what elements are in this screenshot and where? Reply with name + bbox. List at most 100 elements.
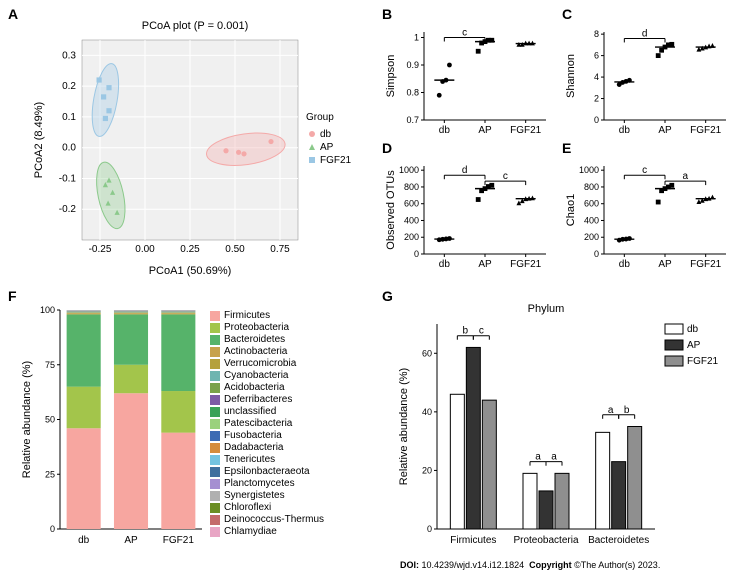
- legend-label: Bacteroidetes: [224, 334, 285, 345]
- legend-swatch: [210, 311, 220, 321]
- legend-item: Actinobacteria: [210, 346, 360, 357]
- panel-a: PCoA plot (P = 0.001) -0.250.000.250.500…: [28, 20, 368, 280]
- footer: DOI: 10.4239/wjd.v14.i12.1824 Copyright …: [400, 560, 660, 570]
- svg-text:Firmicutes: Firmicutes: [450, 535, 496, 546]
- legend-item: Bacteroidetes: [210, 334, 360, 345]
- svg-text:db: db: [320, 129, 332, 140]
- svg-text:1000: 1000: [399, 165, 419, 175]
- legend-swatch: [210, 455, 220, 465]
- legend-swatch: [210, 443, 220, 453]
- legend-label: Deinococcus-Thermus: [224, 514, 324, 525]
- svg-text:400: 400: [584, 215, 599, 225]
- svg-text:0.1: 0.1: [62, 112, 76, 123]
- doi-value: 10.4239/wjd.v14.i12.1824: [422, 560, 525, 570]
- svg-text:db: db: [687, 324, 699, 335]
- panel-a-svg: -0.250.000.250.500.75-0.2-0.10.00.10.20.…: [28, 32, 368, 280]
- svg-text:Proteobacteria: Proteobacteria: [513, 535, 578, 546]
- svg-text:b: b: [463, 326, 469, 337]
- svg-text:AP: AP: [658, 259, 672, 270]
- legend-label: Cyanobacteria: [224, 370, 288, 381]
- svg-text:AP: AP: [658, 125, 672, 136]
- panel-c-svg: 02468ShannondbAPFGF21d: [562, 14, 730, 142]
- legend-item: Epsilonbacteraeota: [210, 466, 360, 477]
- svg-text:FGF21: FGF21: [320, 155, 352, 166]
- svg-text:Simpson: Simpson: [385, 55, 397, 98]
- svg-text:a: a: [608, 405, 614, 416]
- legend-swatch: [210, 395, 220, 405]
- svg-text:AP: AP: [687, 340, 701, 351]
- svg-text:FGF21: FGF21: [163, 535, 195, 546]
- svg-text:c: c: [642, 165, 647, 176]
- svg-text:0.2: 0.2: [62, 81, 76, 92]
- svg-text:600: 600: [404, 199, 419, 209]
- svg-text:db: db: [439, 125, 451, 136]
- svg-text:0.8: 0.8: [406, 88, 419, 98]
- legend-swatch: [210, 503, 220, 513]
- panel-label-a: A: [8, 6, 18, 22]
- svg-text:200: 200: [404, 232, 419, 242]
- legend-label: Tenericutes: [224, 454, 275, 465]
- svg-text:FGF21: FGF21: [687, 356, 719, 367]
- svg-text:FGF21: FGF21: [510, 259, 542, 270]
- legend-item: Cyanobacteria: [210, 370, 360, 381]
- svg-text:db: db: [439, 259, 451, 270]
- panel-f-svg: 0255075100Relative abundance (%)dbAPFGF2…: [18, 300, 208, 555]
- svg-text:0.75: 0.75: [270, 244, 290, 255]
- svg-text:800: 800: [404, 182, 419, 192]
- svg-text:8: 8: [594, 29, 599, 39]
- svg-text:FGF21: FGF21: [690, 259, 722, 270]
- legend-label: Firmicutes: [224, 310, 270, 321]
- legend-label: Chloroflexi: [224, 502, 271, 513]
- svg-text:0.25: 0.25: [180, 244, 200, 255]
- legend-label: Epsilonbacteraeota: [224, 466, 310, 477]
- panel-b-svg: 0.70.80.91SimpsondbAPFGF21c: [382, 14, 552, 142]
- svg-text:AP: AP: [478, 125, 492, 136]
- svg-text:400: 400: [404, 215, 419, 225]
- svg-text:1: 1: [414, 33, 419, 43]
- svg-text:Shannon: Shannon: [565, 54, 577, 98]
- legend-swatch: [210, 419, 220, 429]
- svg-text:Chao1: Chao1: [565, 194, 577, 226]
- legend-label: Proteobacteria: [224, 322, 289, 333]
- legend-swatch: [210, 323, 220, 333]
- legend-swatch: [210, 371, 220, 381]
- legend-swatch: [210, 335, 220, 345]
- legend-item: Planctomycetes: [210, 478, 360, 489]
- svg-text:FGF21: FGF21: [510, 125, 542, 136]
- legend-label: Acidobacteria: [224, 382, 285, 393]
- svg-text:a: a: [683, 171, 689, 182]
- svg-text:Observed OTUs: Observed OTUs: [385, 170, 397, 250]
- svg-text:4: 4: [594, 72, 599, 82]
- svg-text:Group: Group: [306, 112, 334, 123]
- svg-text:FGF21: FGF21: [690, 125, 722, 136]
- svg-text:a: a: [551, 452, 557, 463]
- legend-swatch: [210, 527, 220, 537]
- svg-text:-0.25: -0.25: [89, 244, 112, 255]
- svg-text:0.50: 0.50: [225, 244, 245, 255]
- svg-text:Relative abundance (%): Relative abundance (%): [398, 368, 410, 485]
- legend-swatch: [210, 347, 220, 357]
- legend-swatch: [210, 407, 220, 417]
- legend-item: Patescibacteria: [210, 418, 360, 429]
- svg-text:200: 200: [584, 232, 599, 242]
- svg-text:0: 0: [427, 524, 432, 534]
- legend-item: Chloroflexi: [210, 502, 360, 513]
- svg-text:0: 0: [414, 249, 419, 259]
- copyright-label: Copyright: [529, 560, 572, 570]
- svg-text:800: 800: [584, 182, 599, 192]
- figure-root: A B C D E F G PCoA plot (P = 0.001) -0.2…: [0, 0, 730, 580]
- svg-text:50: 50: [45, 415, 55, 425]
- svg-text:c: c: [503, 171, 508, 182]
- legend-label: Verrucomicrobia: [224, 358, 296, 369]
- legend-item: Dadabacteria: [210, 442, 360, 453]
- legend-item: unclassified: [210, 406, 360, 417]
- legend-label: Dadabacteria: [224, 442, 283, 453]
- svg-text:PCoA1 (50.69%): PCoA1 (50.69%): [149, 265, 232, 277]
- svg-text:6: 6: [594, 51, 599, 61]
- svg-text:100: 100: [40, 305, 55, 315]
- copyright-value: ©The Author(s) 2023.: [574, 560, 660, 570]
- legend-swatch: [210, 359, 220, 369]
- panel-e-svg: 02004006008001000Chao1dbAPFGF21ca: [562, 148, 730, 276]
- svg-text:0.3: 0.3: [62, 50, 76, 61]
- legend-label: unclassified: [224, 406, 276, 417]
